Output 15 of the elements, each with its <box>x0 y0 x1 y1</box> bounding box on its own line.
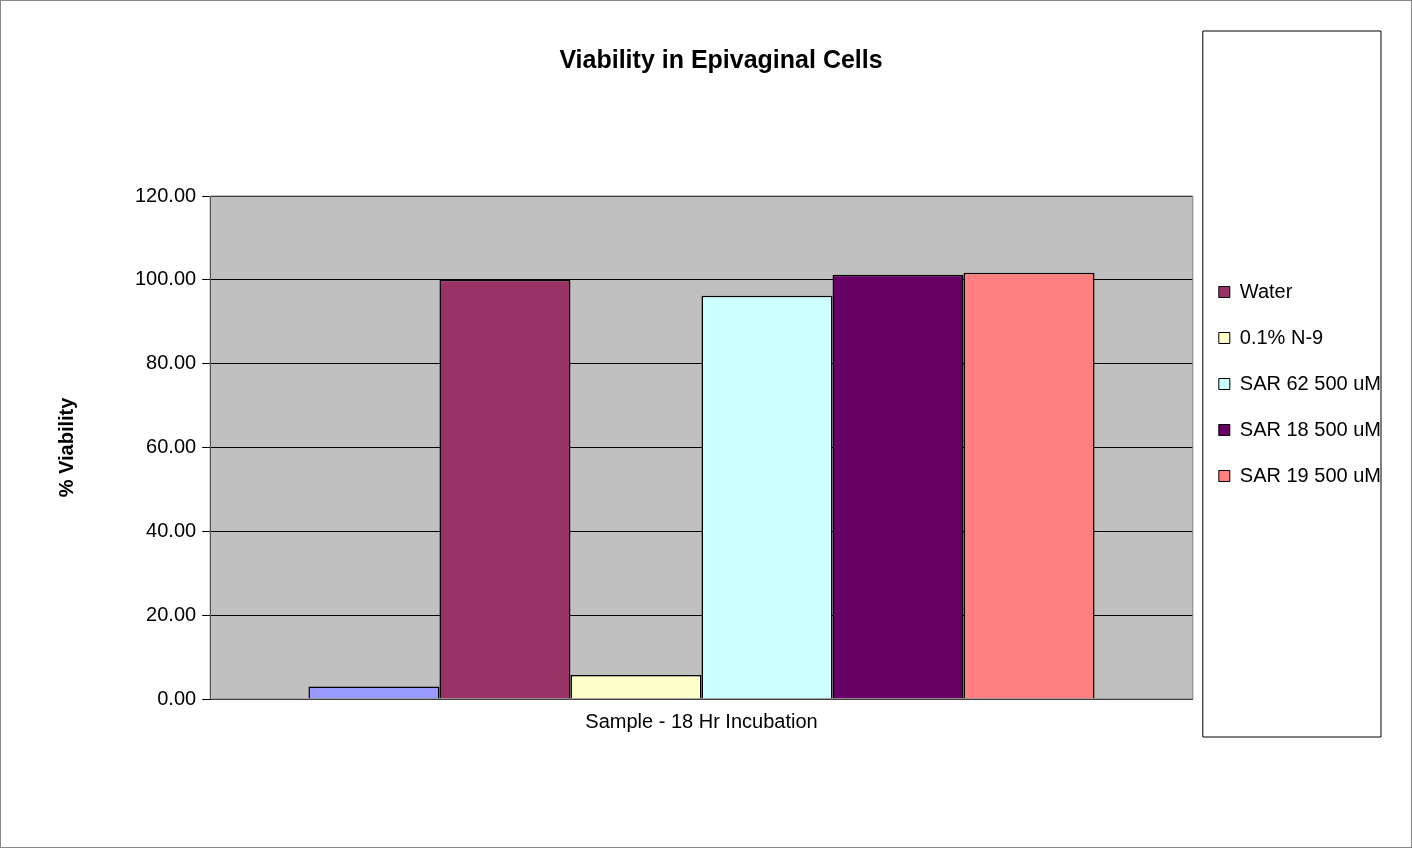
y-tick-label: 120.00 <box>135 183 197 206</box>
legend-label: 0.1% N-9 <box>1239 325 1324 348</box>
y-tick-label: 40.00 <box>146 518 197 541</box>
y-tick-label: 60.00 <box>146 435 197 458</box>
legend-label: SAR 19 500 uM <box>1239 463 1382 486</box>
y-tick-label: 100.00 <box>135 267 197 290</box>
legend-label: SAR 18 500 uM <box>1239 417 1382 440</box>
y-tick-label: 80.00 <box>146 351 197 374</box>
legend-label: Water <box>1239 279 1293 302</box>
legend-label: SAR 62 500 uM <box>1239 371 1382 394</box>
y-tick-label: 20.00 <box>146 602 197 625</box>
y-axis-title: % Viability <box>54 396 77 498</box>
x-tick-label: Sample - 18 Hr Incubation <box>585 709 818 732</box>
chart-title: Viability in Epivaginal Cells <box>559 44 883 73</box>
y-tick-label: 0.00 <box>157 686 197 709</box>
